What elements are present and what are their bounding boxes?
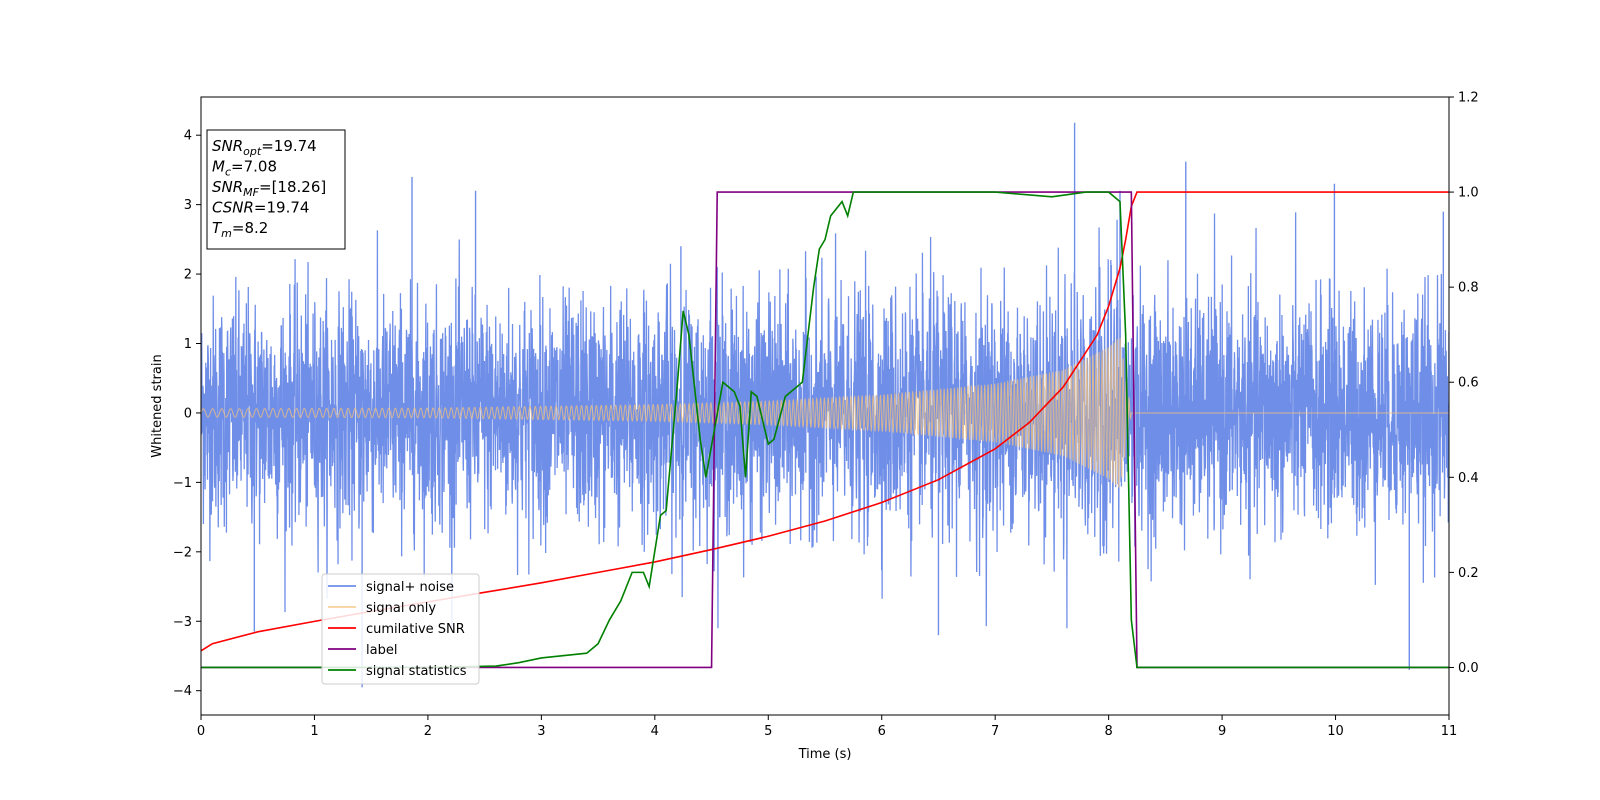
x-tick-label: 5 — [764, 724, 772, 739]
y-right-tick-label: 1.0 — [1458, 186, 1479, 201]
y-axis-label: Whitened strain — [150, 354, 165, 457]
series-signal-noise — [201, 212, 1449, 629]
y-right-tick-label: 0.4 — [1458, 471, 1479, 486]
annotation-line: SNRopt=19.74 — [212, 137, 317, 158]
x-tick-label: 8 — [1104, 724, 1112, 739]
y-left-tick-label: −2 — [173, 545, 192, 560]
y-right-tick-label: 0.8 — [1458, 281, 1479, 296]
x-tick-label: 4 — [651, 724, 659, 739]
annotation-box: SNRopt=19.74Mc=7.08SNRMF=[18.26]CSNR=19.… — [206, 129, 346, 250]
plot-frame — [200, 96, 1450, 716]
x-tick-label: 10 — [1327, 724, 1344, 739]
annotation-line: CSNR=19.74 — [212, 199, 309, 217]
annotation-line: SNRMF=[18.26] — [212, 178, 326, 199]
legend-label: signal+ noise — [366, 580, 454, 595]
x-tick-label: 0 — [197, 724, 205, 739]
y-left-tick-label: 4 — [184, 129, 192, 144]
x-axis: 0 1 2 3 4 5 6 7 8 9 10 11 — [197, 715, 1457, 739]
y-left-tick-label: −1 — [173, 476, 192, 491]
legend-label: signal only — [366, 601, 436, 616]
y-right-tick-label: 0.2 — [1458, 566, 1479, 581]
y-right-tick-label: 0.0 — [1458, 661, 1479, 676]
legend-label: cumilative SNR — [366, 622, 465, 637]
x-tick-label: 3 — [537, 724, 545, 739]
annotation-line: Tm=8.2 — [212, 219, 268, 240]
legend-frame — [321, 573, 480, 685]
legend-label: label — [366, 643, 397, 658]
y-left-tick-label: 0 — [184, 406, 192, 421]
x-tick-label: 9 — [1218, 724, 1226, 739]
series-signal-only — [201, 338, 1449, 488]
y-left-tick-label: 2 — [184, 268, 192, 283]
y-right-tick-label: 0.6 — [1458, 376, 1479, 391]
legend: signal+ noise signal only cumilative SNR la… — [321, 573, 480, 685]
x-tick-label: 2 — [424, 724, 432, 739]
y-left-tick-label: −4 — [173, 684, 192, 699]
y-axis-left: −4 −3 −2 −1 0 1 2 3 4 — [173, 129, 201, 699]
legend-label: signal statistics — [366, 664, 467, 679]
x-tick-label: 11 — [1441, 724, 1458, 739]
y-right-tick-label: 1.2 — [1458, 91, 1479, 106]
annotation-frame — [206, 129, 346, 250]
series-signal-statistics — [201, 191, 1449, 669]
x-axis-label: Time (s) — [798, 747, 852, 762]
y-axis-right: 0.0 0.2 0.4 0.6 0.8 1.0 1.2 — [1449, 91, 1479, 676]
x-tick-label: 7 — [991, 724, 999, 739]
y-left-tick-label: −3 — [173, 615, 192, 630]
y-left-tick-label: 3 — [184, 198, 192, 213]
x-tick-label: 6 — [878, 724, 886, 739]
annotation-line: Mc=7.08 — [212, 158, 277, 179]
y-left-tick-label: 1 — [184, 337, 192, 352]
x-tick-label: 1 — [310, 724, 318, 739]
